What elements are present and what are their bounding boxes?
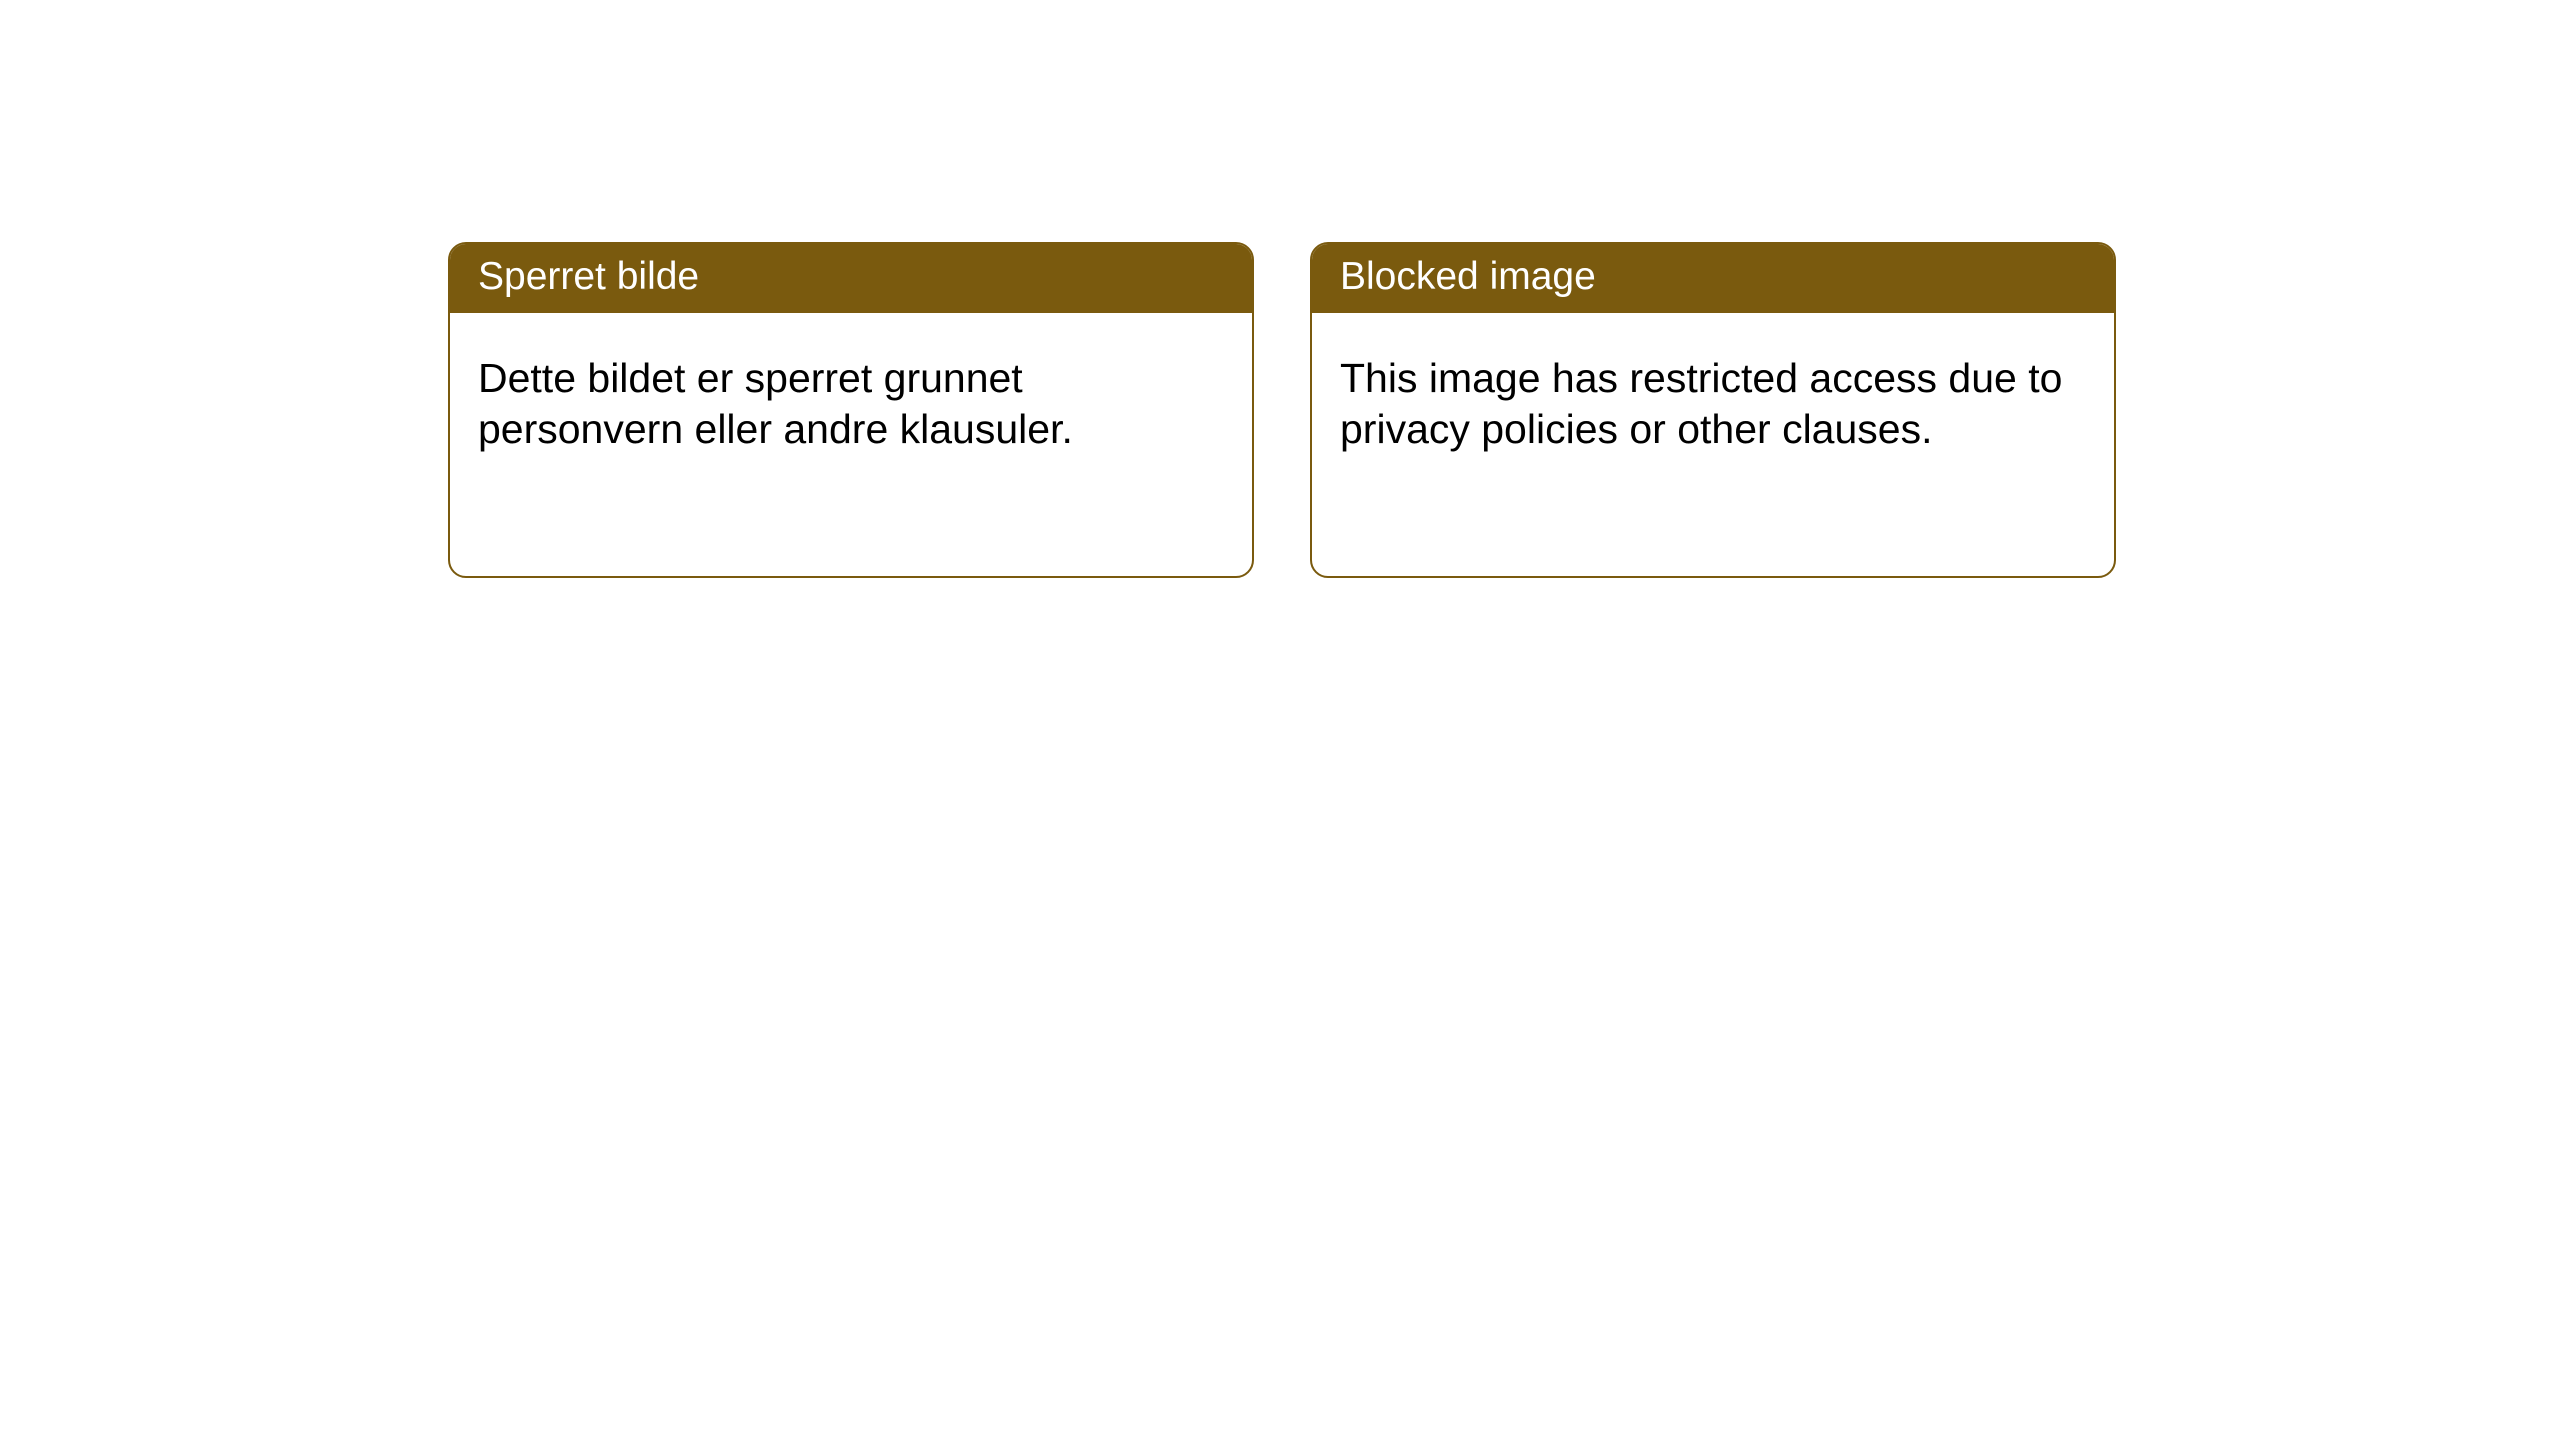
notice-card-english: Blocked image This image has restricted … xyxy=(1310,242,2116,578)
notice-container: Sperret bilde Dette bildet er sperret gr… xyxy=(0,0,2560,578)
notice-body-norwegian: Dette bildet er sperret grunnet personve… xyxy=(450,313,1252,496)
notice-header-norwegian: Sperret bilde xyxy=(450,244,1252,313)
notice-body-english: This image has restricted access due to … xyxy=(1312,313,2114,496)
notice-header-english: Blocked image xyxy=(1312,244,2114,313)
notice-card-norwegian: Sperret bilde Dette bildet er sperret gr… xyxy=(448,242,1254,578)
